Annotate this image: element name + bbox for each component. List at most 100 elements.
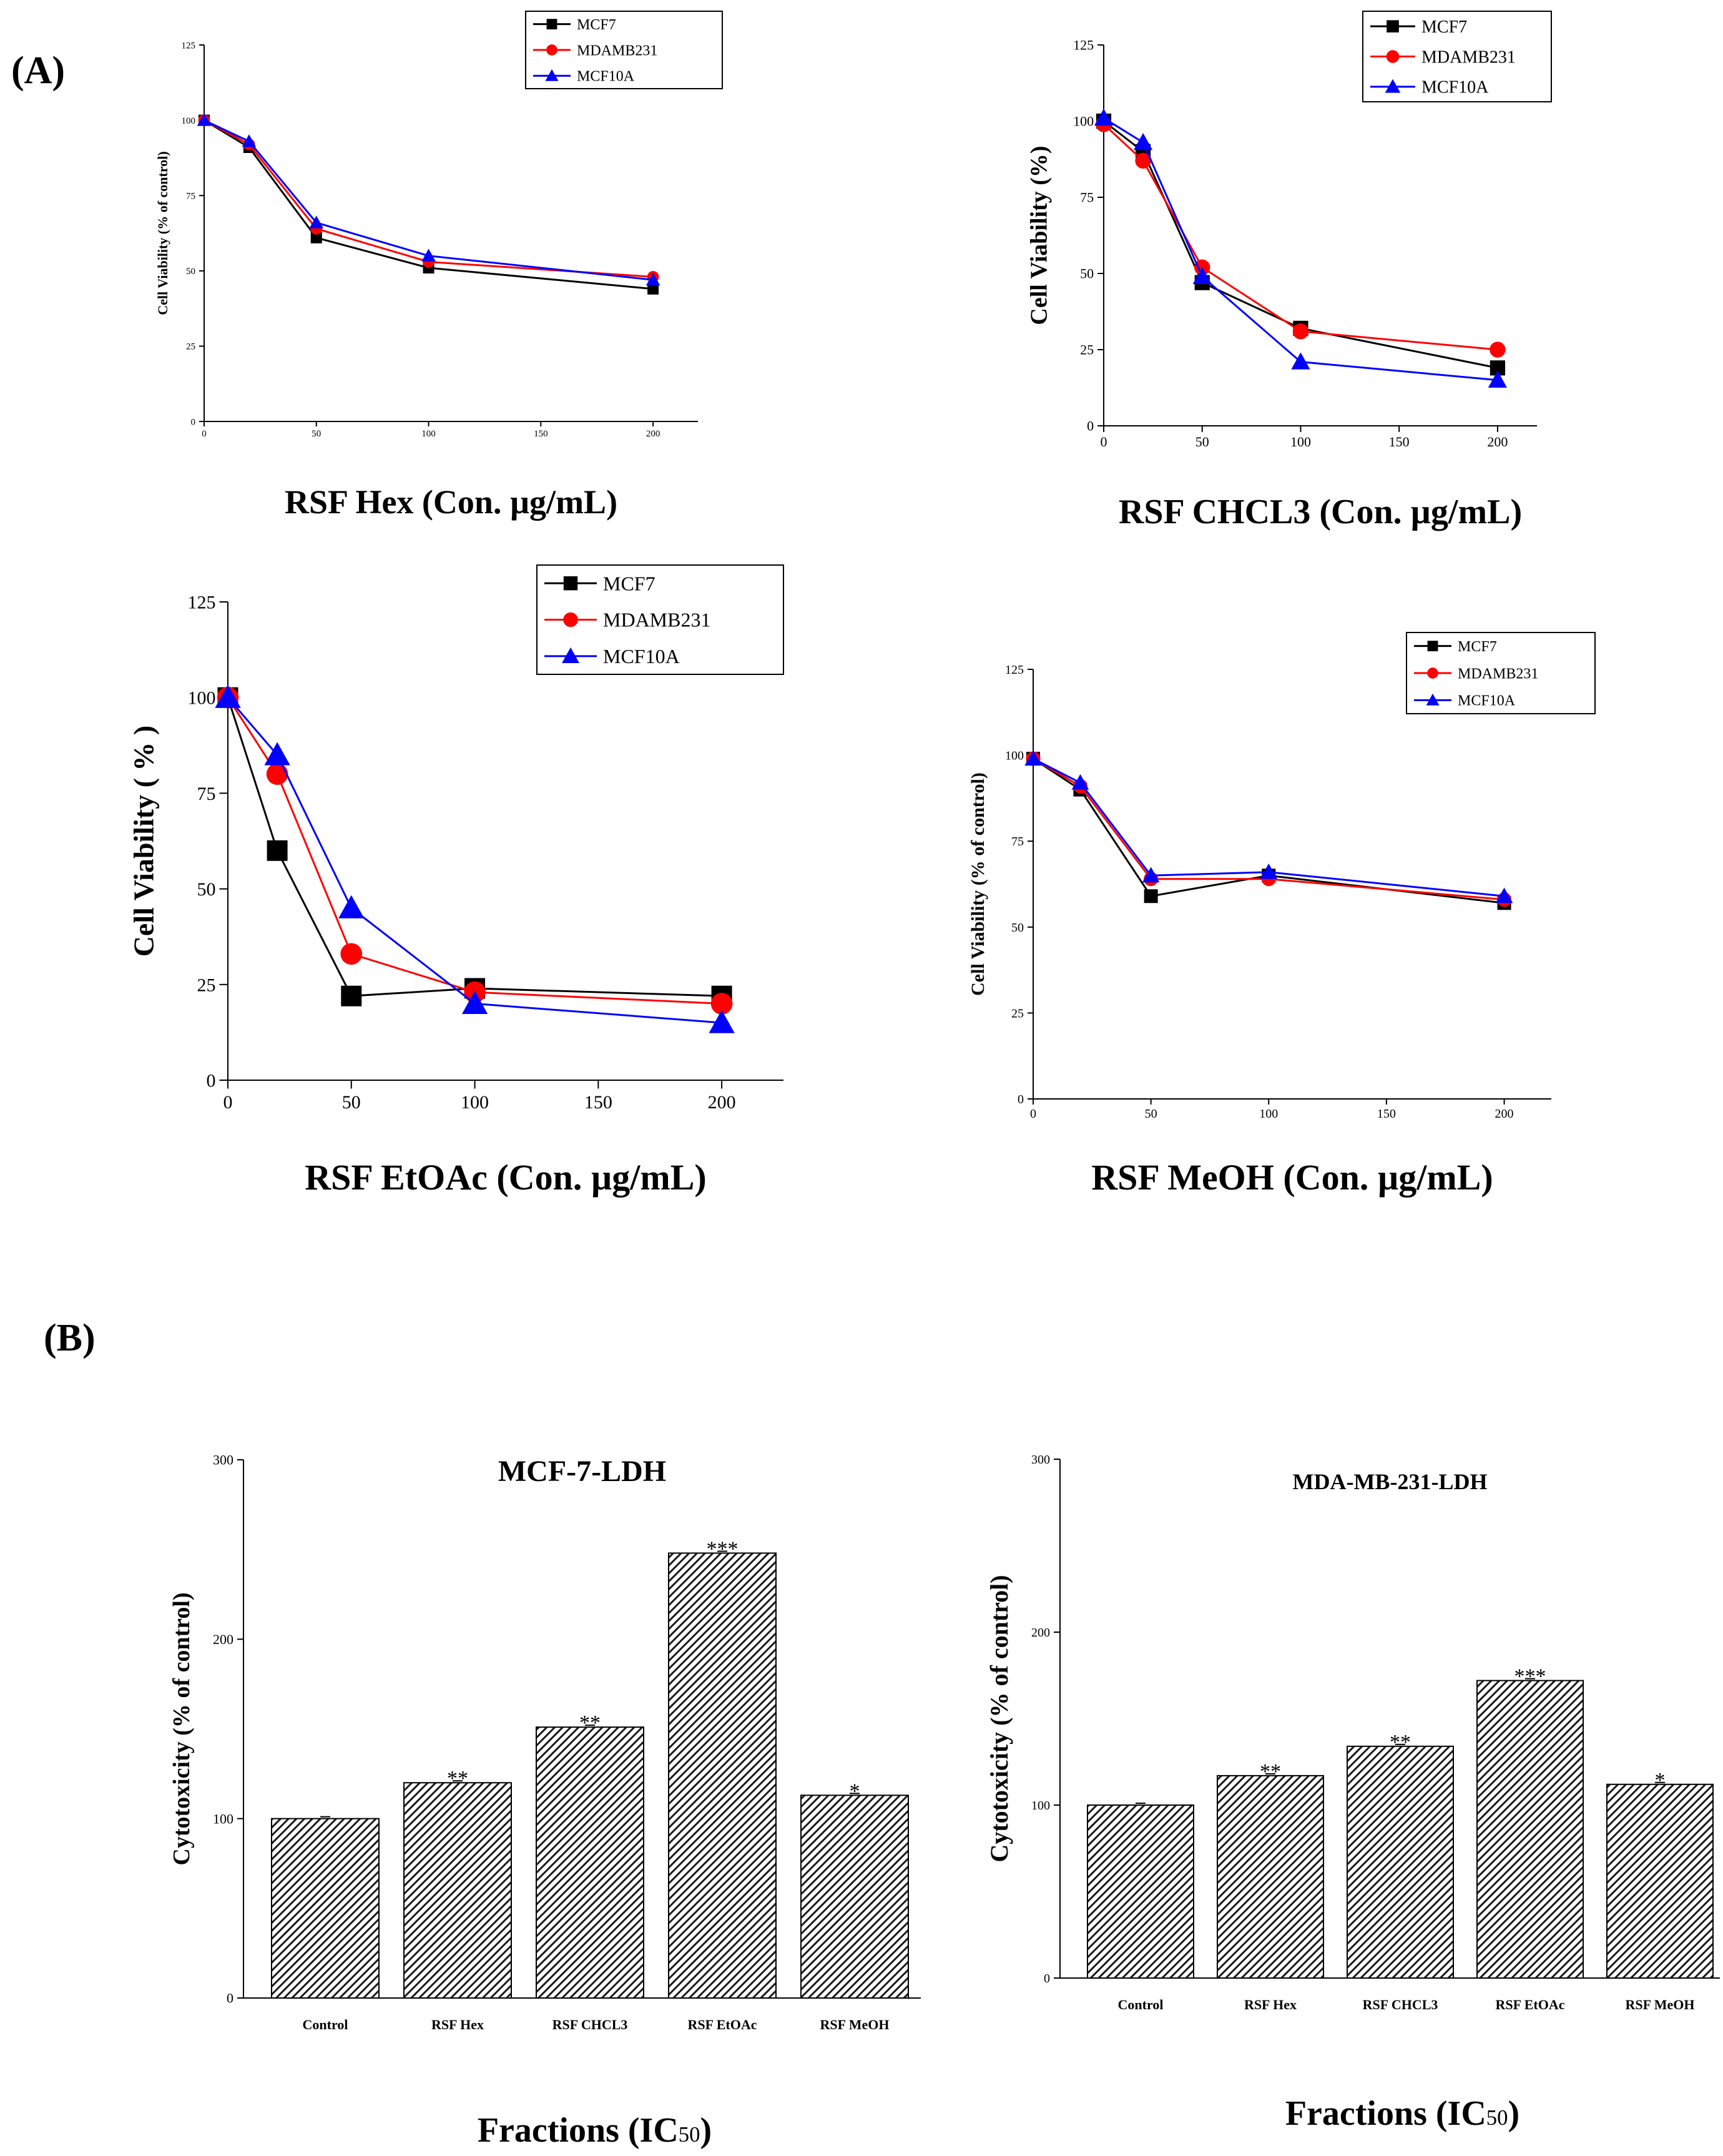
legend-marker [1427, 667, 1438, 679]
data-point [1094, 108, 1114, 126]
series-line [227, 697, 722, 1005]
chart-hex: 0 25 50 75 100 125 0 50 100 150 200 Cell Viability … [155, 11, 723, 521]
data-point [1133, 133, 1153, 150]
series-mcf7 [217, 687, 732, 1007]
y-tick-label: 25 [186, 342, 195, 352]
data-point [341, 985, 362, 1007]
panel-label-a: (A) [11, 49, 66, 92]
significance-label: ** [447, 1767, 468, 1790]
x-axis-label: RSF CHCL3 (Con. µg/mL) [1119, 493, 1522, 531]
y-tick-label: 50 [1011, 921, 1024, 935]
y-tick-label: 100 [1073, 114, 1094, 129]
data-point [1488, 370, 1508, 388]
y-axis-label: Cell Viability (% of control) [968, 772, 988, 996]
bar [536, 1726, 644, 1999]
x-tick-label: RSF MeOH [1626, 1997, 1695, 2012]
data-point [1192, 267, 1212, 284]
data-point [215, 684, 241, 708]
x-axis-label: RSF EtOAc (Con. µg/mL) [305, 1157, 706, 1198]
y-axis-label: Cell Viability (% of control) [155, 151, 170, 315]
series-mcf10a [197, 113, 660, 286]
data-point [1490, 342, 1506, 358]
data-point [309, 215, 324, 229]
y-tick-label: 0 [207, 1071, 216, 1091]
x-tick-label: 0 [1101, 434, 1107, 450]
y-tick-label: 0 [191, 417, 196, 427]
y-tick-label: 50 [1080, 266, 1094, 282]
y-tick-label: 0 [1018, 1093, 1024, 1106]
y-tick-label: 75 [197, 784, 216, 804]
chart-chcl3: 0 25 50 75 100 125 0 50 100 150 200 Cell Viability … [1026, 11, 1552, 531]
x-tick-label: 200 [1487, 434, 1508, 450]
y-axis-label: Cell Viability ( % ) [128, 726, 160, 957]
y-tick-label: 75 [1080, 190, 1094, 205]
data-point [266, 763, 288, 785]
y-tick-label: 125 [188, 593, 216, 613]
data-point [242, 134, 257, 147]
x-tick-label: 100 [1290, 434, 1311, 450]
legend-marker [1387, 20, 1399, 32]
legend: MCF7 MDAMB231 MCF10A [536, 564, 784, 675]
x-tick-label: 50 [1145, 1107, 1157, 1121]
x-tick-label: 200 [708, 1092, 736, 1113]
panel-label-b: (B) [44, 1317, 96, 1359]
bar [1476, 1680, 1584, 1979]
legend-label: MCF10A [1421, 78, 1489, 97]
legend-label: MCF10A [577, 69, 635, 85]
data-point [264, 742, 290, 765]
x-tick-label: 0 [1030, 1107, 1036, 1121]
x-tick-label: RSF Hex [431, 2017, 484, 2032]
series-line [227, 697, 722, 1024]
legend-label: MCF7 [603, 572, 655, 594]
chart-meoh: 0 25 50 75 100 125 0 50 100 150 200 Cell Viability … [968, 632, 1596, 1198]
y-tick-label: 0 [227, 1991, 233, 2006]
data-point [1260, 863, 1278, 879]
data-point [1144, 889, 1158, 903]
legend-marker [562, 647, 579, 664]
series-line [227, 697, 722, 997]
x-tick-label: RSF Hex [1244, 1997, 1297, 2012]
y-tick-label: 50 [186, 267, 195, 277]
legend-label: MCF10A [603, 645, 680, 667]
chart-mdaldh: 0 100 200 300 MDA-MB-231-LDH Cytotoxicity (% … [985, 1453, 1720, 2133]
legend-label: MCF7 [1421, 17, 1467, 37]
y-axis-label: Cell Viability (%) [1026, 145, 1053, 325]
data-point [647, 283, 659, 295]
x-axis-label: RSF MeOH (Con. µg/mL) [1091, 1157, 1493, 1198]
legend-label: MCF7 [1458, 639, 1497, 655]
y-tick-label: 200 [1031, 1626, 1050, 1640]
x-tick-label: RSF CHCL3 [1363, 1997, 1438, 2012]
x-tick-label: RSF EtOAc [687, 2017, 757, 2032]
x-tick-label: 200 [1495, 1107, 1514, 1121]
data-point [340, 943, 363, 965]
y-tick-label: 300 [1031, 1453, 1050, 1467]
y-tick-label: 25 [1011, 1007, 1024, 1020]
x-tick-label: 150 [534, 429, 548, 439]
x-tick-label: RSF CHCL3 [552, 2017, 628, 2032]
legend-marker [563, 576, 578, 591]
x-axis-label: Fractions (IC50) [1285, 2094, 1519, 2133]
y-tick-label: 300 [213, 1452, 233, 1468]
data-point [646, 273, 660, 286]
chart-title: MCF-7-LDH [498, 1455, 666, 1488]
series-line [1102, 123, 1498, 351]
data-point [1495, 887, 1513, 903]
x-tick-label: 150 [1389, 434, 1410, 450]
data-point [1024, 750, 1042, 766]
y-tick-label: 50 [197, 879, 216, 900]
significance-label: *** [1514, 1665, 1546, 1688]
significance-label: ** [579, 1711, 601, 1735]
significance-label: ** [1390, 1731, 1411, 1754]
bar [1606, 1783, 1714, 1979]
bar [1217, 1775, 1324, 1979]
legend-marker [1426, 693, 1440, 706]
x-tick-label: Control [1118, 1997, 1164, 2012]
y-tick-label: 25 [197, 975, 216, 995]
bar [668, 1552, 777, 1999]
series-mcf10a [215, 684, 735, 1033]
data-point [338, 895, 365, 918]
bar [1087, 1804, 1194, 1979]
legend: MCF7 MDAMB231 MCF10A [1406, 632, 1596, 714]
chart-mcf7ldh: 0 100 200 300 MCF-7-LDH Cytotoxicity (% of co… [169, 1452, 921, 2150]
